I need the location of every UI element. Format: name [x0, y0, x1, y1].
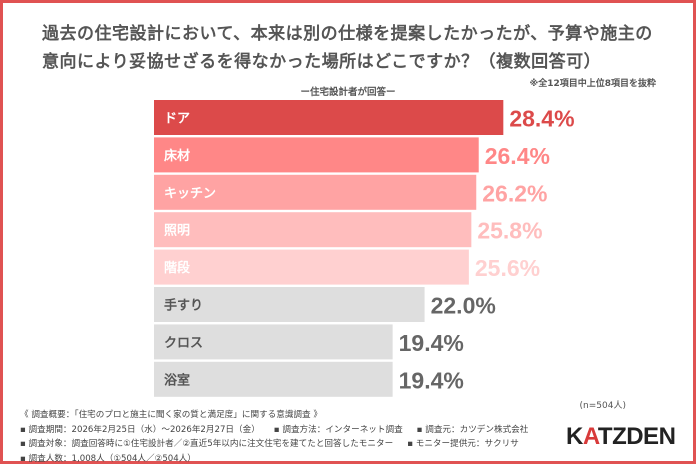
value-label: 25.8%	[477, 218, 542, 244]
category-label: キッチン	[164, 186, 216, 201]
survey-period: ▪ 調査期間：2026年2月25日（水）〜2026年2月27日（金）	[20, 425, 260, 435]
category-label: 手すり	[164, 298, 203, 314]
category-label: 床材	[164, 148, 190, 164]
survey-method: ▪ 調査方法：インターネット調査	[274, 425, 403, 435]
category-label: 階段	[164, 260, 190, 276]
survey-target: ▪ 調査対象：調査回答時に①住宅設計者／②直近5年以内に注文住宅を建てたと回答し…	[20, 439, 393, 449]
survey-source: ▪ 調査元：カツデン株式会社	[417, 425, 529, 435]
survey-overview: 《 調査概要：「住宅のプロと施主に聞く家の質と満足度」に関する意識調査 》	[20, 408, 542, 423]
sample-size: (n=504人)	[580, 398, 626, 411]
bar-3	[154, 212, 471, 247]
category-label: 浴室	[164, 372, 190, 388]
value-label: 19.4%	[399, 367, 464, 393]
value-label: 22.0%	[431, 293, 496, 319]
value-label: 26.2%	[482, 180, 547, 206]
value-label: 25.6%	[475, 255, 540, 281]
value-label: 19.4%	[399, 330, 464, 356]
survey-provider: ▪ モニター提供元：サクリサ	[407, 439, 519, 449]
value-label: 26.4%	[485, 143, 550, 169]
category-label: クロス	[164, 336, 203, 351]
bar-0	[154, 100, 503, 135]
bar-4	[154, 250, 469, 285]
katzden-logo: KATZDEN	[566, 423, 675, 451]
category-label: ドア	[164, 112, 190, 127]
value-label: 28.4%	[509, 106, 574, 132]
category-label: 照明	[164, 224, 190, 239]
survey-footer: 《 調査概要：「住宅のプロと施主に聞く家の質と満足度」に関する意識調査 》 ▪ …	[20, 408, 542, 466]
bar-1	[154, 137, 479, 172]
